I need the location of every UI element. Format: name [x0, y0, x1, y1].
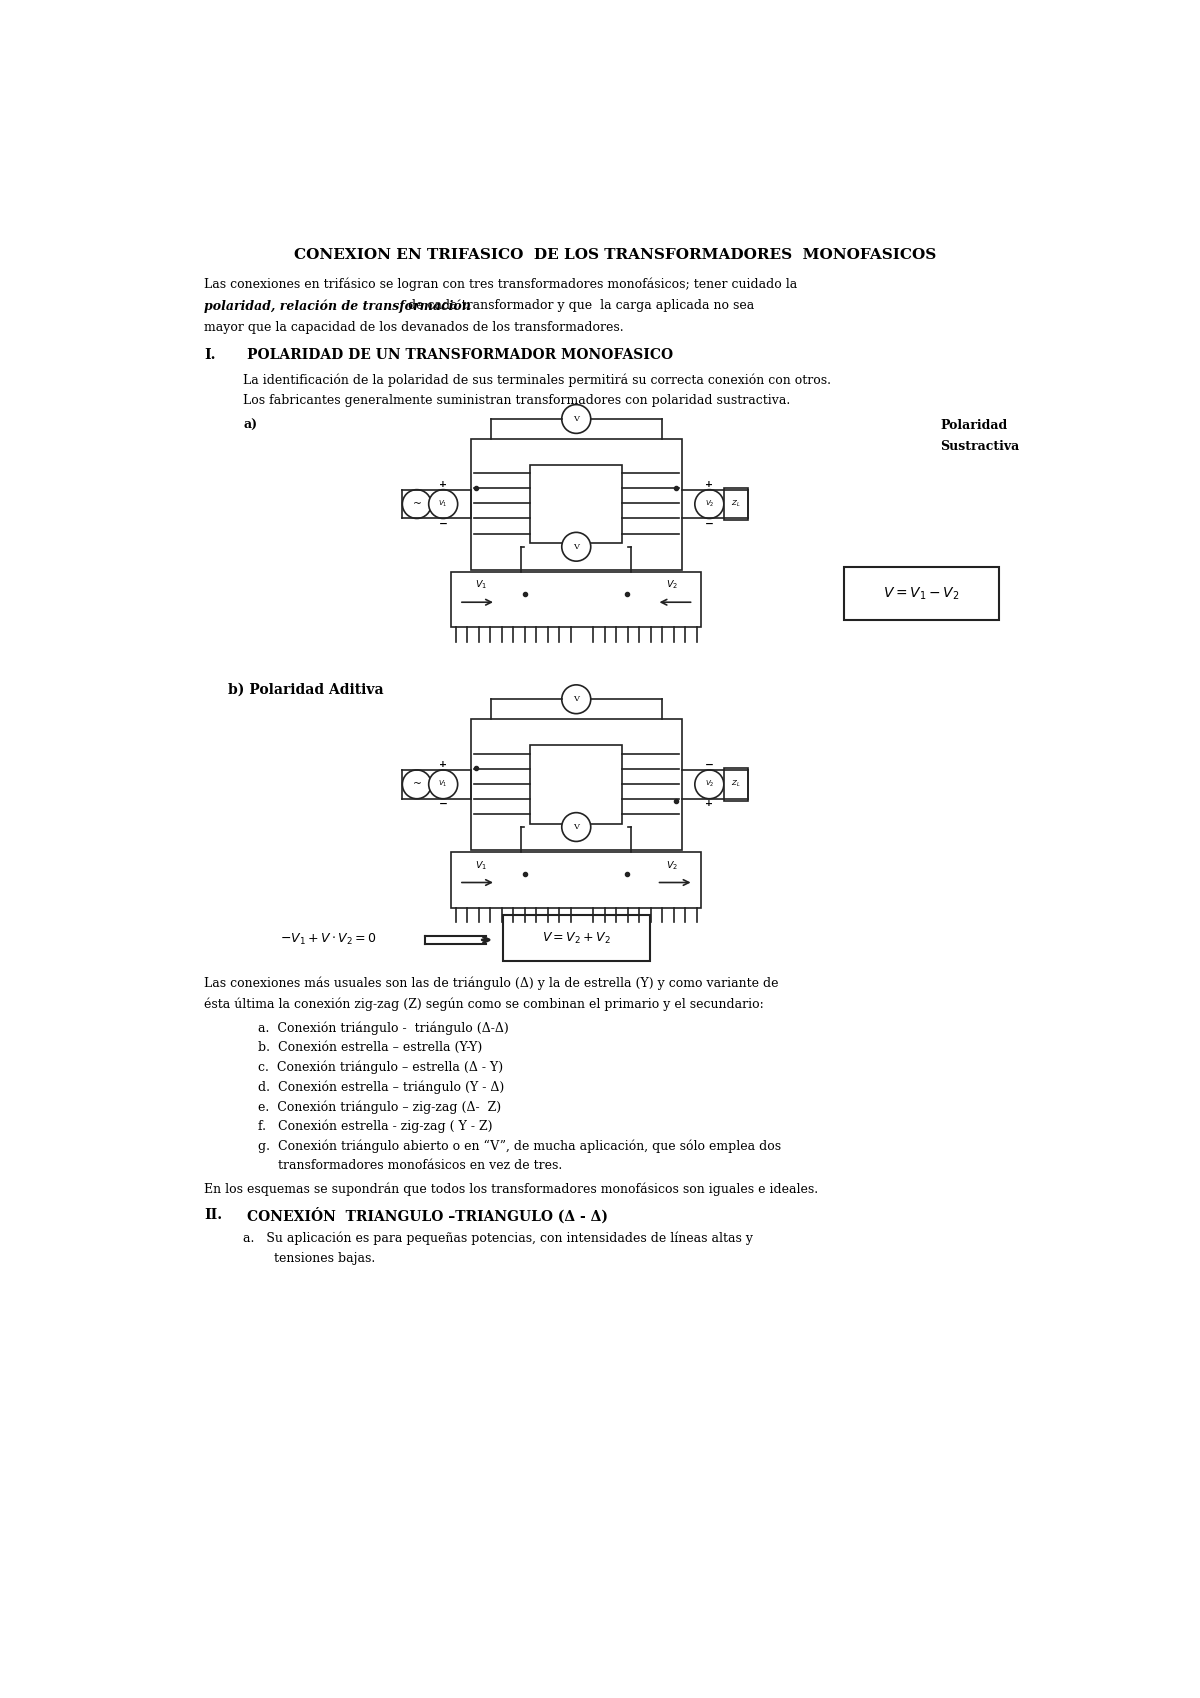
Text: $Z_L$: $Z_L$	[731, 779, 740, 790]
Text: +: +	[706, 481, 713, 489]
Text: tensiones bajas.: tensiones bajas.	[274, 1253, 376, 1265]
Text: b) Polaridad Aditiva: b) Polaridad Aditiva	[228, 683, 383, 696]
Text: I.: I.	[204, 348, 216, 362]
Text: $V = V_1 - V_2$: $V = V_1 - V_2$	[883, 586, 959, 601]
FancyBboxPatch shape	[503, 915, 650, 961]
Circle shape	[695, 489, 724, 518]
Text: V: V	[574, 694, 580, 703]
Text: polaridad, relación de transformación: polaridad, relación de transformación	[204, 299, 472, 312]
Text: $V= V_2 + V_2$: $V= V_2 + V_2$	[542, 931, 611, 946]
Text: d.  Conexión estrella – triángulo (Y - Δ): d. Conexión estrella – triángulo (Y - Δ)	[258, 1080, 505, 1094]
Text: e.  Conexión triángulo – zig-zag (Δ-  Z): e. Conexión triángulo – zig-zag (Δ- Z)	[258, 1100, 502, 1114]
Circle shape	[428, 769, 457, 798]
Circle shape	[562, 684, 590, 713]
Text: $V_1$: $V_1$	[475, 859, 487, 871]
Text: +: +	[439, 761, 448, 769]
Circle shape	[562, 404, 590, 433]
Text: V: V	[574, 414, 580, 423]
Text: c.  Conexión triángulo – estrella (Δ - Y): c. Conexión triángulo – estrella (Δ - Y)	[258, 1061, 504, 1075]
Text: V: V	[574, 824, 580, 830]
Text: CONEXIÓN  TRIANGULO –TRIANGULO (Δ - Δ): CONEXIÓN TRIANGULO –TRIANGULO (Δ - Δ)	[247, 1207, 608, 1224]
Text: a.   Su aplicación es para pequeñas potencias, con intensidades de líneas altas : a. Su aplicación es para pequeñas potenc…	[242, 1231, 754, 1245]
Text: −: −	[439, 800, 448, 808]
Text: POLARIDAD DE UN TRANSFORMADOR MONOFASICO: POLARIDAD DE UN TRANSFORMADOR MONOFASICO	[247, 348, 673, 362]
Text: Las conexiones más usuales son las de triángulo (Δ) y la de estrella (Y) y como : Las conexiones más usuales son las de tr…	[204, 976, 779, 990]
Text: −: −	[704, 518, 714, 528]
Text: de cada transformador y que  la carga aplicada no sea: de cada transformador y que la carga apl…	[404, 299, 755, 312]
Text: En los esquemas se supondrán que todos los transformadores monofásicos son igual: En los esquemas se supondrán que todos l…	[204, 1182, 818, 1195]
Text: a.  Conexión triángulo -  triángulo (Δ-Δ): a. Conexión triángulo - triángulo (Δ-Δ)	[258, 1022, 509, 1036]
Circle shape	[428, 489, 457, 518]
Text: +: +	[706, 800, 713, 808]
Text: $V_2$: $V_2$	[704, 779, 714, 790]
Text: $V_2$: $V_2$	[704, 499, 714, 509]
Text: a): a)	[242, 419, 257, 433]
FancyBboxPatch shape	[725, 487, 748, 520]
Polygon shape	[530, 465, 623, 543]
FancyBboxPatch shape	[725, 767, 748, 801]
Circle shape	[402, 489, 431, 518]
Text: Las conexiones en trifásico se logran con tres transformadores monofásicos; tene: Las conexiones en trifásico se logran co…	[204, 278, 798, 290]
Circle shape	[402, 769, 431, 798]
Text: $Z_L$: $Z_L$	[731, 499, 740, 509]
Text: La identificación de la polaridad de sus terminales permitirá su correcta conexi: La identificación de la polaridad de sus…	[242, 374, 830, 387]
Text: g.  Conexión triángulo abierto o en “V”, de mucha aplicación, que sólo emplea do: g. Conexión triángulo abierto o en “V”, …	[258, 1139, 781, 1153]
Text: +: +	[439, 481, 448, 489]
Text: II.: II.	[204, 1207, 222, 1223]
Polygon shape	[530, 745, 623, 824]
Text: transformadores monofásicos en vez de tres.: transformadores monofásicos en vez de tr…	[258, 1160, 563, 1172]
Text: $-V_1 + V \cdot V_2 = 0$: $-V_1 + V \cdot V_2 = 0$	[280, 932, 377, 947]
Text: ésta última la conexión zig-zag (Z) según como se combinan el primario y el secu: ésta última la conexión zig-zag (Z) segú…	[204, 998, 764, 1010]
Circle shape	[562, 533, 590, 560]
Text: ~: ~	[413, 499, 421, 509]
Text: −: −	[704, 759, 714, 769]
Text: V: V	[574, 543, 580, 550]
Text: $V_1$: $V_1$	[438, 779, 448, 790]
Text: ~: ~	[413, 779, 421, 790]
Circle shape	[695, 769, 724, 798]
Text: CONEXION EN TRIFASICO  DE LOS TRANSFORMADORES  MONOFASICOS: CONEXION EN TRIFASICO DE LOS TRANSFORMAD…	[294, 248, 936, 263]
Text: $V_2$: $V_2$	[666, 859, 678, 871]
Text: Los fabricantes generalmente suministran transformadores con polaridad sustracti: Los fabricantes generalmente suministran…	[242, 394, 791, 408]
Circle shape	[562, 813, 590, 842]
Text: b.  Conexión estrella – estrella (Y-Y): b. Conexión estrella – estrella (Y-Y)	[258, 1041, 482, 1054]
Text: $V_1$: $V_1$	[475, 579, 487, 591]
Text: f.   Conexión estrella - zig-zag ( Y - Z): f. Conexión estrella - zig-zag ( Y - Z)	[258, 1119, 493, 1133]
Text: −: −	[439, 518, 448, 528]
Text: mayor que la capacidad de los devanados de los transformadores.: mayor que la capacidad de los devanados …	[204, 321, 624, 335]
Text: Polaridad: Polaridad	[941, 419, 1008, 433]
Text: Sustractiva: Sustractiva	[941, 440, 1020, 453]
Text: $V_2$: $V_2$	[666, 579, 678, 591]
FancyBboxPatch shape	[844, 567, 998, 620]
Text: $V_1$: $V_1$	[438, 499, 448, 509]
